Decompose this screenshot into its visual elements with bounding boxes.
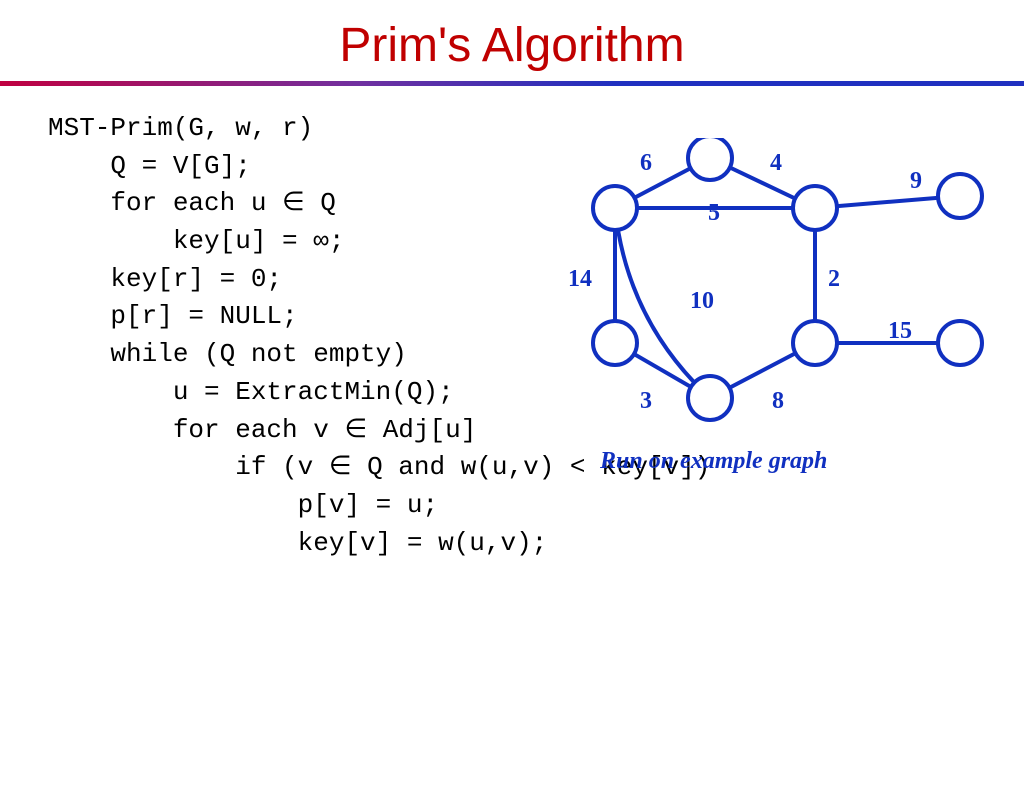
graph-node (688, 138, 732, 180)
edge-weight-label: 15 (888, 318, 912, 345)
slide-title: Prim's Algorithm (0, 18, 1024, 73)
edge-weight-label: 10 (690, 288, 714, 315)
edge-weight-label: 14 (568, 266, 592, 293)
edge-weight-label: 2 (828, 266, 840, 293)
graph-caption: Run on example graph (600, 448, 827, 475)
graph-node (793, 321, 837, 365)
graph-svg (540, 138, 1000, 438)
edge-weight-label: 3 (640, 388, 652, 415)
graph-node (793, 186, 837, 230)
graph-node (688, 376, 732, 420)
graph-node (938, 174, 982, 218)
graph-diagram (540, 138, 1000, 478)
edge-weight-label: 9 (910, 168, 922, 195)
edge-weight-label: 4 (770, 150, 782, 177)
edge-weight-label: 8 (772, 388, 784, 415)
edge-weight-label: 6 (640, 150, 652, 177)
horizontal-rule (0, 81, 1024, 86)
graph-node (593, 186, 637, 230)
graph-node (593, 321, 637, 365)
graph-node (938, 321, 982, 365)
edge-weight-label: 5 (708, 200, 720, 227)
